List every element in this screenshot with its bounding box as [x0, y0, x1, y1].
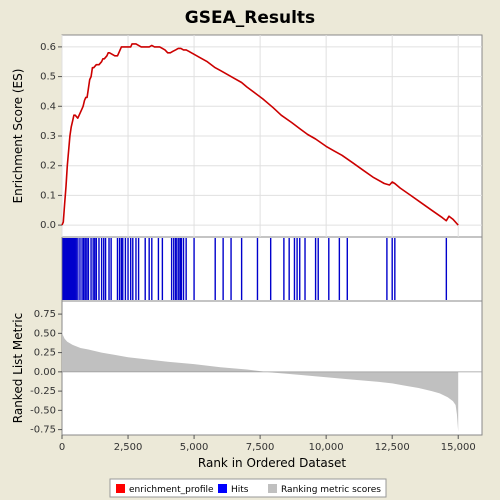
hits-series: [62, 238, 448, 300]
metric-y-tick-label: 0.50: [34, 328, 56, 339]
legend-swatch-hits: [218, 484, 227, 493]
chart-title: GSEA_Results: [185, 8, 315, 28]
metric-area: [62, 329, 459, 432]
x-tick-label: 12,500: [375, 442, 410, 453]
x-tick-label: 7,500: [246, 442, 275, 453]
es-y-tick-label: 0.2: [40, 161, 56, 172]
legend-label-hits: Hits: [231, 485, 249, 495]
metric-y-tick-label: 0.25: [34, 348, 56, 359]
es-line: [61, 43, 459, 226]
metric-y-tick-label: 0.75: [34, 309, 56, 320]
metric-y-tick-label: -0.50: [30, 405, 56, 416]
x-ticks: 0 2,500 5,000 7,500 10,000 12,500 15,000: [59, 435, 476, 453]
es-y-tick-label: 0.0: [40, 220, 56, 231]
es-y-ticks: 0.0 0.1 0.2 0.3 0.4 0.5 0.6: [40, 42, 62, 231]
x-tick-label: 2,500: [114, 442, 143, 453]
legend-label-ranking-metric: Ranking metric scores: [281, 485, 381, 495]
x-tick-label: 15,000: [441, 442, 476, 453]
es-y-tick-label: 0.1: [40, 190, 56, 201]
metric-series: [62, 329, 482, 432]
legend-swatch-enrichment-profile: [116, 484, 125, 493]
es-y-tick-label: 0.4: [40, 101, 56, 112]
metric-y-ticks: 0.75 0.50 0.25 0.00 -0.25 -0.50 -0.75: [30, 309, 62, 436]
x-tick-label: 10,000: [309, 442, 344, 453]
es-y-tick-label: 0.6: [40, 42, 56, 53]
es-y-axis-label: Enrichment Score (ES): [11, 69, 25, 204]
legend-swatch-ranking-metric: [268, 484, 277, 493]
legend-label-enrichment-profile: enrichment_profile: [129, 485, 214, 495]
legend: enrichment_profile Hits Ranking metric s…: [109, 478, 387, 498]
x-axis-label: Rank in Ordered Dataset: [198, 456, 346, 470]
es-y-tick-label: 0.3: [40, 131, 56, 142]
metric-y-tick-label: 0.00: [34, 367, 56, 378]
es-series: [61, 43, 459, 226]
es-y-tick-label: 0.5: [40, 72, 56, 83]
metric-y-tick-label: -0.75: [30, 425, 56, 436]
legend-box: [109, 478, 387, 498]
hits-plot-area: [61, 236, 483, 302]
metric-y-axis-label: Ranked List Metric: [11, 313, 25, 423]
metric-y-tick-label: -0.25: [30, 386, 56, 397]
x-tick-label: 5,000: [180, 442, 209, 453]
x-tick-label: 0: [59, 442, 65, 453]
